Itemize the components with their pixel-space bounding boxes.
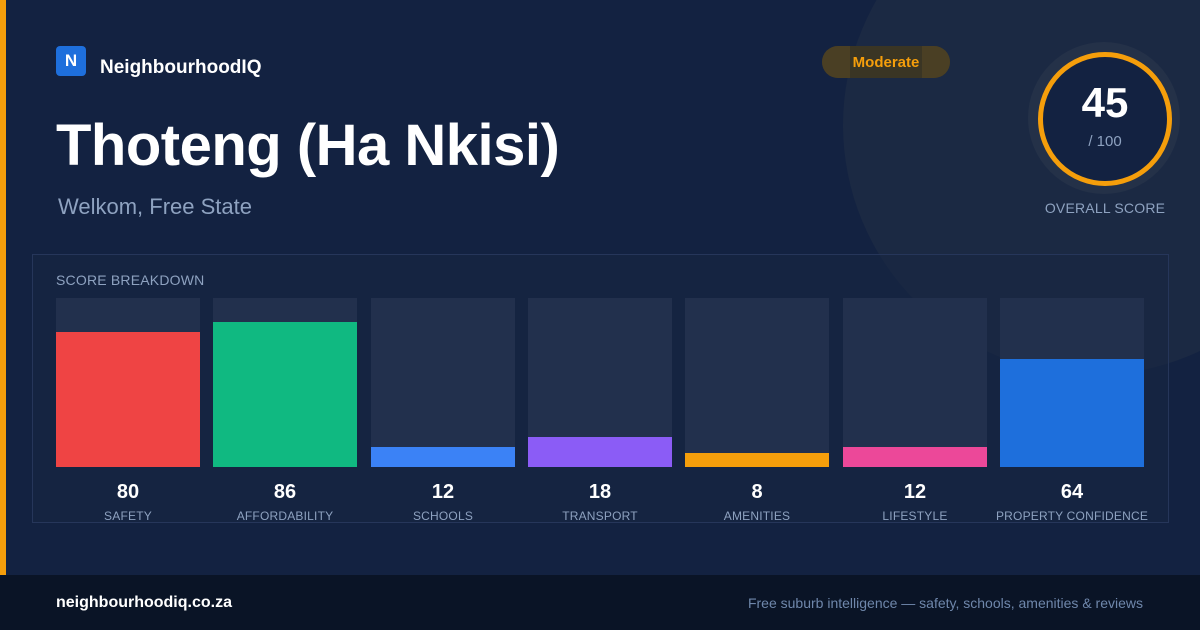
bar-track — [843, 298, 987, 467]
bar-value: 64 — [1060, 481, 1084, 503]
overall-score-max: / 100 — [1088, 133, 1122, 150]
breakdown-bar-schools: 12 SCHOOLS — [371, 298, 515, 523]
bar-fill — [1000, 359, 1144, 467]
bar-track — [1000, 298, 1144, 467]
bar-fill — [528, 437, 672, 467]
bar-track — [371, 298, 515, 467]
accent-bar — [0, 0, 6, 575]
bar-track — [528, 298, 672, 467]
breakdown-bar-lifestyle: 12 LIFESTYLE — [843, 298, 987, 523]
bar-label: SCHOOLS — [412, 509, 474, 523]
bar-value: 86 — [273, 481, 297, 503]
bar-value: 12 — [431, 481, 455, 503]
bar-fill — [371, 447, 515, 467]
breakdown-bar-property-confidence: 64 PROPERTY CONFIDENCE — [996, 298, 1148, 523]
breakdown-bar-amenities: 8 AMENITIES — [685, 298, 829, 523]
bar-label: TRANSPORT — [562, 509, 638, 523]
overall-score-value: 45 — [1081, 79, 1129, 126]
bar-track — [685, 298, 829, 467]
brand-name: NeighbourhoodIQ — [100, 57, 262, 78]
score-card: N NeighbourhoodIQ Thoteng (Ha Nkisi) Wel… — [0, 0, 1200, 575]
bar-fill — [213, 322, 357, 467]
bar-fill — [685, 453, 829, 467]
bar-value: 18 — [588, 481, 612, 503]
rating-badge-label: Moderate — [852, 53, 920, 71]
bar-fill — [56, 332, 200, 467]
suburb-title: Thoteng (Ha Nkisi) — [56, 113, 560, 178]
bar-track — [213, 298, 357, 467]
breakdown-bars: 80 SAFETY 86 AFFORDABILITY 12 SCHOOLS 18 TRANSP… — [56, 298, 1148, 528]
rating-badge: Moderate — [822, 46, 950, 78]
footer-tagline: Free suburb intelligence — safety, schoo… — [747, 595, 1143, 611]
breakdown-bar-safety: 80 SAFETY — [56, 298, 200, 523]
score-ring — [1038, 52, 1172, 186]
bar-label: AMENITIES — [723, 509, 791, 523]
breakdown-bar-affordability: 86 AFFORDABILITY — [213, 298, 357, 523]
bar-fill — [843, 447, 987, 467]
brand-logo-icon: N — [56, 46, 86, 76]
bar-label: LIFESTYLE — [882, 509, 948, 523]
bar-track — [56, 298, 200, 467]
bar-label: PROPERTY CONFIDENCE — [995, 509, 1149, 523]
footer: neighbourhoodiq.co.za Free suburb intell… — [0, 575, 1200, 630]
bar-value: 80 — [116, 481, 140, 503]
bar-label: SAFETY — [104, 509, 152, 523]
footer-domain-link[interactable]: neighbourhoodiq.co.za — [56, 594, 232, 611]
suburb-location: Welkom, Free State — [58, 194, 252, 219]
breakdown-title: SCORE BREAKDOWN — [56, 272, 205, 288]
overall-score-caption: OVERALL SCORE — [1044, 200, 1166, 216]
bar-label: AFFORDABILITY — [236, 509, 334, 523]
breakdown-bar-transport: 18 TRANSPORT — [528, 298, 672, 523]
bar-value: 8 — [751, 481, 763, 503]
bar-value: 12 — [903, 481, 927, 503]
